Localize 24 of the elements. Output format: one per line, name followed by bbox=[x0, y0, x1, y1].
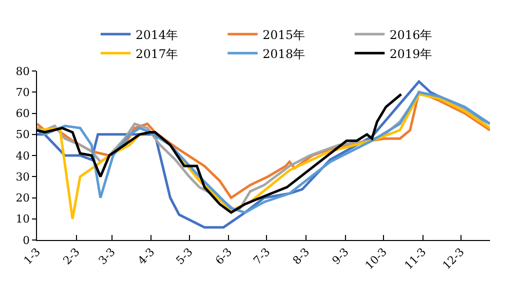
x-tick-label: 9-3 bbox=[330, 246, 352, 268]
legend-label: 2015年 bbox=[262, 28, 306, 42]
y-tick-label: 30 bbox=[16, 170, 30, 184]
legend-label: 2018年 bbox=[262, 46, 306, 61]
y-tick-label: 80 bbox=[16, 64, 30, 78]
y-tick-label: 60 bbox=[16, 107, 30, 120]
x-tick-label: 3-3 bbox=[96, 246, 118, 268]
y-tick-label: 0 bbox=[22, 234, 30, 247]
legend-label: 2014年 bbox=[136, 28, 178, 42]
x-tick-label: 7-3 bbox=[250, 246, 273, 268]
x-tick-label: 1-3 bbox=[21, 246, 44, 268]
legend-label: 2016年 bbox=[390, 28, 432, 42]
y-tick-label: 20 bbox=[16, 192, 30, 205]
y-tick-label: 40 bbox=[16, 149, 30, 162]
x-tick-label: 8-3 bbox=[290, 246, 312, 268]
y-tick-label: 50 bbox=[16, 128, 30, 142]
x-tick-label: 2-3 bbox=[60, 246, 82, 268]
legend-label: 2019年 bbox=[390, 46, 432, 61]
y-tick-label: 70 bbox=[16, 86, 30, 99]
legend-label: 2017年 bbox=[136, 46, 178, 61]
x-tick-label: 5-3 bbox=[174, 246, 196, 268]
x-tick-label: 6-3 bbox=[212, 246, 235, 268]
y-tick-label: 10 bbox=[16, 212, 30, 226]
x-tick-label: 4-3 bbox=[135, 246, 158, 268]
